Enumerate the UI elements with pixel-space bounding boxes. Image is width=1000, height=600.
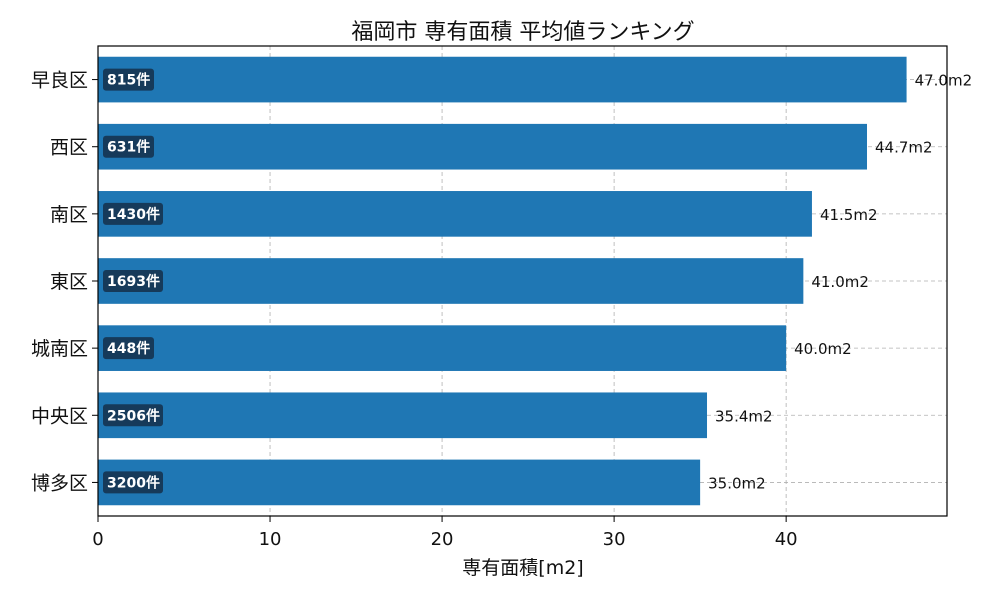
- count-badge: [103, 202, 163, 225]
- y-tick-label: 東区: [50, 271, 88, 293]
- count-label: 1430件: [107, 206, 160, 223]
- bar: [98, 123, 868, 170]
- y-tick-label: 西区: [50, 137, 88, 159]
- bar: [98, 392, 708, 439]
- bar: [98, 191, 812, 237]
- bar: [98, 56, 907, 103]
- value-label: 40.0m2: [794, 340, 852, 358]
- value-label: 35.4m2: [715, 407, 773, 425]
- x-tick-label: 40: [775, 529, 798, 550]
- bar: [98, 325, 787, 371]
- value-label: 35.0m2: [708, 474, 766, 492]
- count-badge: [103, 471, 163, 494]
- chart-title: 福岡市 専有面積 平均値ランキング: [351, 20, 694, 45]
- x-axis-ticks: 0 10 20 30 40: [92, 516, 798, 550]
- x-tick-label: 20: [431, 529, 454, 550]
- y-tick-label: 早良区: [31, 70, 88, 92]
- count-label: 1693件: [107, 273, 160, 290]
- count-label: 3200件: [107, 474, 160, 491]
- count-badge: [103, 135, 154, 158]
- count-label: 448件: [107, 340, 150, 357]
- count-badge: [103, 404, 163, 427]
- count-label: 815件: [107, 72, 150, 89]
- x-tick-label: 0: [92, 529, 103, 550]
- bar: [98, 459, 701, 506]
- y-tick-label: 南区: [50, 204, 88, 226]
- y-tick-label: 博多区: [31, 472, 88, 494]
- y-tick-label: 城南区: [31, 338, 88, 360]
- count-badge: [103, 270, 163, 292]
- count-label: 631件: [107, 139, 150, 156]
- bars: 815件 47.0m2 631件 44.7m2 1430件 41.5m2 1693件 41.0…: [98, 56, 973, 506]
- value-label: 47.0m2: [915, 72, 973, 90]
- y-tick-label: 中央区: [31, 405, 88, 427]
- value-label: 41.0m2: [811, 273, 869, 291]
- count-label: 2506件: [107, 407, 160, 424]
- value-label: 41.5m2: [820, 206, 878, 224]
- count-badge: [103, 68, 154, 91]
- x-tick-label: 10: [259, 529, 282, 550]
- x-tick-label: 30: [603, 529, 626, 550]
- bar: [98, 258, 804, 304]
- value-label: 44.7m2: [875, 139, 933, 157]
- count-badge: [103, 337, 154, 360]
- x-axis-label: 専有面積[m2]: [462, 557, 583, 579]
